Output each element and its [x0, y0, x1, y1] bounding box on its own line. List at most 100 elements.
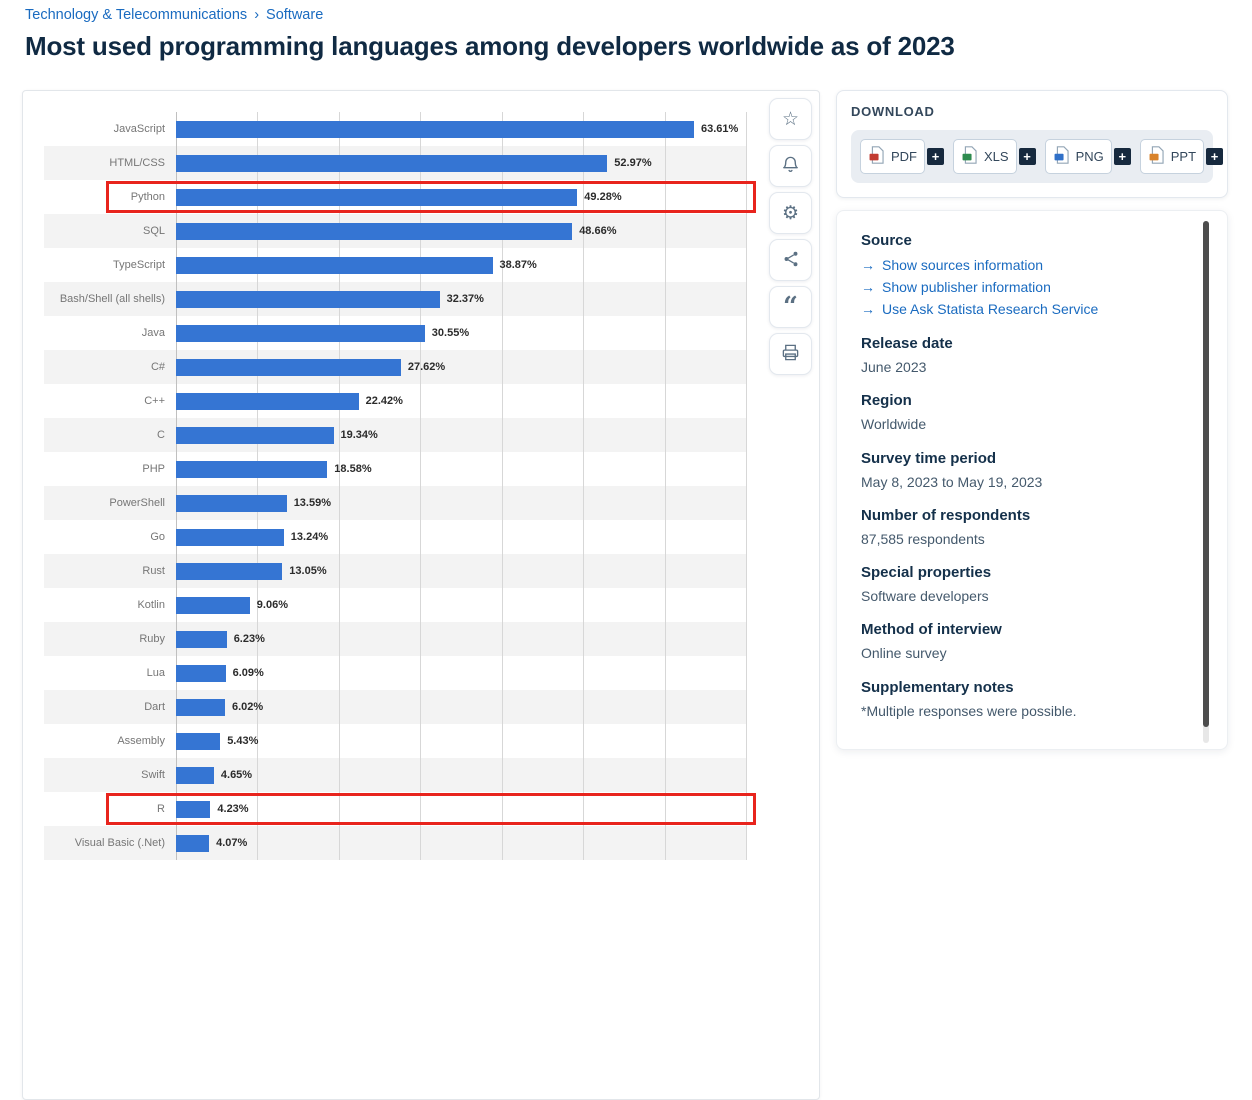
chart-row: HTML/CSS52.97%	[44, 146, 746, 180]
cite-button[interactable]: “	[769, 286, 812, 328]
bar	[176, 529, 284, 546]
bar-track: 5.43%	[176, 724, 746, 758]
settings-button[interactable]: ⚙	[769, 192, 812, 234]
download-format-label: PNG	[1076, 149, 1104, 164]
value-label: 18.58%	[334, 463, 371, 475]
bar	[176, 461, 327, 478]
source-section: Number of respondents87,585 respondents	[861, 507, 1203, 549]
value-label: 48.66%	[579, 225, 616, 237]
bar-track: 27.62%	[176, 350, 746, 384]
print-button[interactable]	[769, 333, 812, 375]
bar-track: 4.23%	[176, 792, 746, 826]
value-label: 38.87%	[500, 259, 537, 271]
arrow-right-icon: →	[861, 276, 875, 298]
breadcrumb-link-software[interactable]: Software	[266, 7, 323, 23]
share-button[interactable]	[769, 239, 812, 281]
source-link[interactable]: → Use Ask Statista Research Service	[861, 298, 1203, 320]
value-label: 5.43%	[227, 735, 258, 747]
arrow-right-icon: →	[861, 254, 875, 276]
bar-track: 30.55%	[176, 316, 746, 350]
alerts-button[interactable]	[769, 145, 812, 187]
section-heading: Survey time period	[861, 450, 1203, 467]
print-icon	[781, 343, 800, 365]
value-label: 6.23%	[234, 633, 265, 645]
bar	[176, 223, 572, 240]
source-link[interactable]: →Show publisher information	[861, 276, 1203, 298]
chart-row: Visual Basic (.Net)4.07%	[44, 826, 746, 860]
download-format-label: PPT	[1171, 149, 1196, 164]
section-heading: Supplementary notes	[861, 679, 1203, 696]
bar	[176, 767, 214, 784]
chart-row: JavaScript63.61%	[44, 112, 746, 146]
source-section: Supplementary notes*Multiple responses w…	[861, 679, 1203, 721]
download-item: PDF +	[860, 139, 944, 174]
section-value: Worldwide	[861, 414, 1203, 434]
file-pdf-icon	[868, 146, 885, 167]
bar-track: 32.37%	[176, 282, 746, 316]
chart-row: Go13.24%	[44, 520, 746, 554]
source-section: Release dateJune 2023	[861, 335, 1203, 377]
download-xls-button[interactable]: XLS	[953, 139, 1017, 174]
value-label: 6.02%	[232, 701, 263, 713]
download-format-label: XLS	[984, 149, 1009, 164]
chart-row: Kotlin9.06%	[44, 588, 746, 622]
bar	[176, 835, 209, 852]
source-section: RegionWorldwide	[861, 392, 1203, 434]
download-format-label: PDF	[891, 149, 917, 164]
bar-track: 13.59%	[176, 486, 746, 520]
download-pdf-button[interactable]: PDF	[860, 139, 925, 174]
download-plus-button[interactable]: +	[927, 148, 944, 165]
section-value: June 2023	[861, 357, 1203, 377]
category-label: Dart	[44, 701, 176, 713]
bar-track: 13.24%	[176, 520, 746, 554]
bar-track: 48.66%	[176, 214, 746, 248]
chart-rows: JavaScript63.61%HTML/CSS52.97% Python 49.2…	[44, 112, 746, 860]
value-label: 49.28%	[584, 191, 621, 203]
scrollbar-thumb[interactable]	[1203, 221, 1209, 727]
share-icon	[782, 250, 800, 271]
source-section: Source→Show sources information→Show pub…	[861, 232, 1203, 320]
source-link[interactable]: →Show sources information	[861, 254, 1203, 276]
download-plus-button[interactable]: +	[1206, 148, 1223, 165]
value-label: 4.23%	[217, 803, 248, 815]
category-label: HTML/CSS	[44, 157, 176, 169]
chart-row: Rust13.05%	[44, 554, 746, 588]
chart-row: C++22.42%	[44, 384, 746, 418]
bar	[176, 665, 226, 682]
source-link-label: Use Ask Statista Research Service	[882, 298, 1098, 320]
download-card: DOWNLOAD PDF+XLS+PNG+PPT+	[836, 90, 1228, 198]
download-ppt-button[interactable]: PPT	[1140, 139, 1204, 174]
arrow-right-icon: →	[861, 298, 875, 320]
bar	[176, 495, 287, 512]
bar-track: 49.28%	[176, 180, 746, 214]
section-value: May 8, 2023 to May 19, 2023	[861, 472, 1203, 492]
bar-track: 9.06%	[176, 588, 746, 622]
download-plus-button[interactable]: +	[1114, 148, 1131, 165]
section-heading: Number of respondents	[861, 507, 1203, 524]
category-label: PowerShell	[44, 497, 176, 509]
value-label: 13.24%	[291, 531, 328, 543]
chart-row: PHP 18.58%	[44, 452, 746, 486]
bar-track: 22.42%	[176, 384, 746, 418]
chart-toolbar: ☆ ⚙ “	[769, 98, 812, 375]
category-label: Ruby	[44, 633, 176, 645]
bar	[176, 563, 282, 580]
download-item: XLS +	[953, 139, 1036, 174]
category-label: Assembly	[44, 735, 176, 747]
category-label: Python	[44, 191, 176, 203]
bar-track: 13.05%	[176, 554, 746, 588]
download-png-button[interactable]: PNG	[1045, 139, 1112, 174]
favorite-button[interactable]: ☆	[769, 98, 812, 140]
category-label: PHP	[44, 463, 176, 475]
download-plus-button[interactable]: +	[1019, 148, 1036, 165]
value-label: 63.61%	[701, 123, 738, 135]
chart-row: C#27.62%	[44, 350, 746, 384]
breadcrumb-link-category[interactable]: Technology & Telecommunications	[25, 7, 247, 23]
value-label: 22.42%	[366, 395, 403, 407]
value-label: 9.06%	[257, 599, 288, 611]
chart-row: Ruby 6.23%	[44, 622, 746, 656]
value-label: 4.07%	[216, 837, 247, 849]
chart-row: Python 49.28%	[44, 180, 746, 214]
value-label: 19.34%	[341, 429, 378, 441]
download-buttons-strip: PDF+XLS+PNG+PPT+	[851, 130, 1213, 183]
